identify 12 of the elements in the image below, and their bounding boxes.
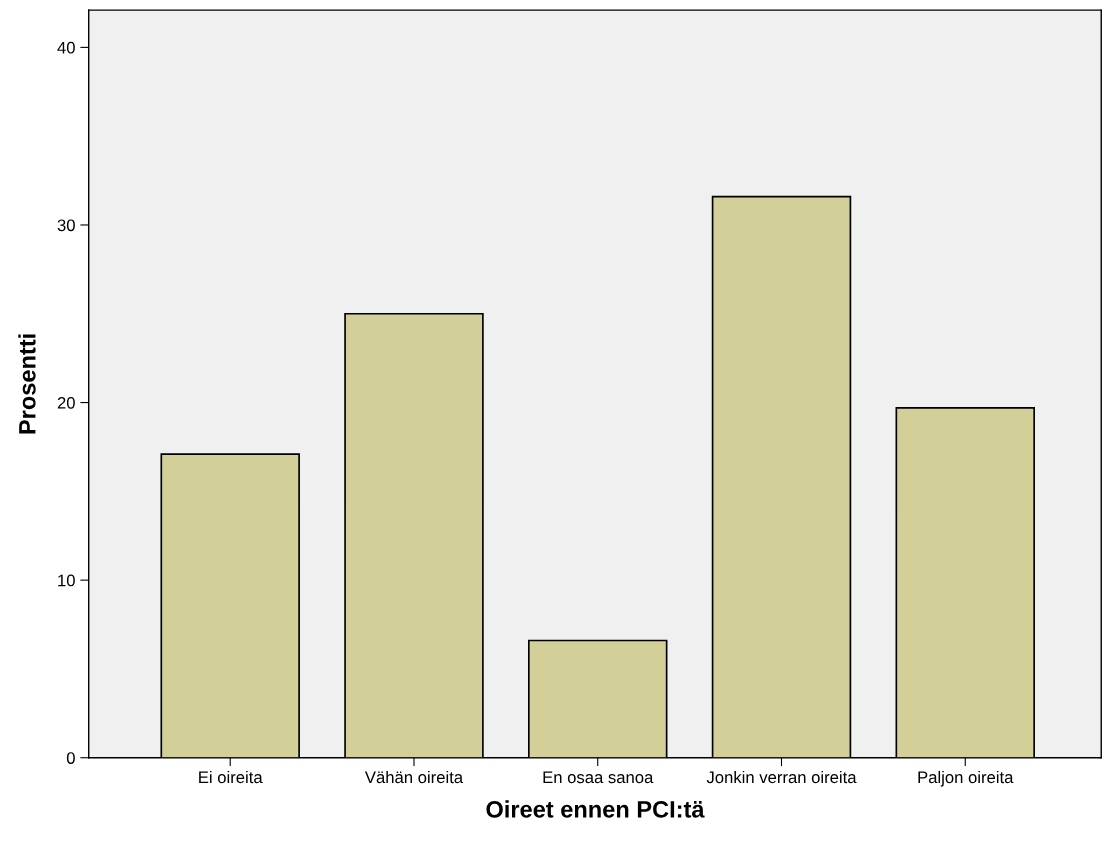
y-tick-label: 10: [58, 574, 75, 587]
y-tick-label: 30: [57, 219, 75, 232]
x-tick-label: Vähän oireita: [364, 770, 464, 784]
x-tick-label: En osaa sanoa: [543, 771, 654, 784]
x-axis-title: Oireet ennen PCI:tä: [486, 800, 705, 818]
y-tick-label: 0: [66, 752, 75, 764]
x-tick-label: Paljon oireita: [918, 770, 1014, 787]
y-tick-label: 40: [57, 41, 75, 54]
y-axis-title: Prosentti: [18, 334, 36, 434]
x-tick-label: Ei oireita: [199, 770, 263, 784]
y-tick-label: 20: [57, 396, 75, 409]
x-tick-label: Jonkin verran oireita: [706, 770, 857, 784]
